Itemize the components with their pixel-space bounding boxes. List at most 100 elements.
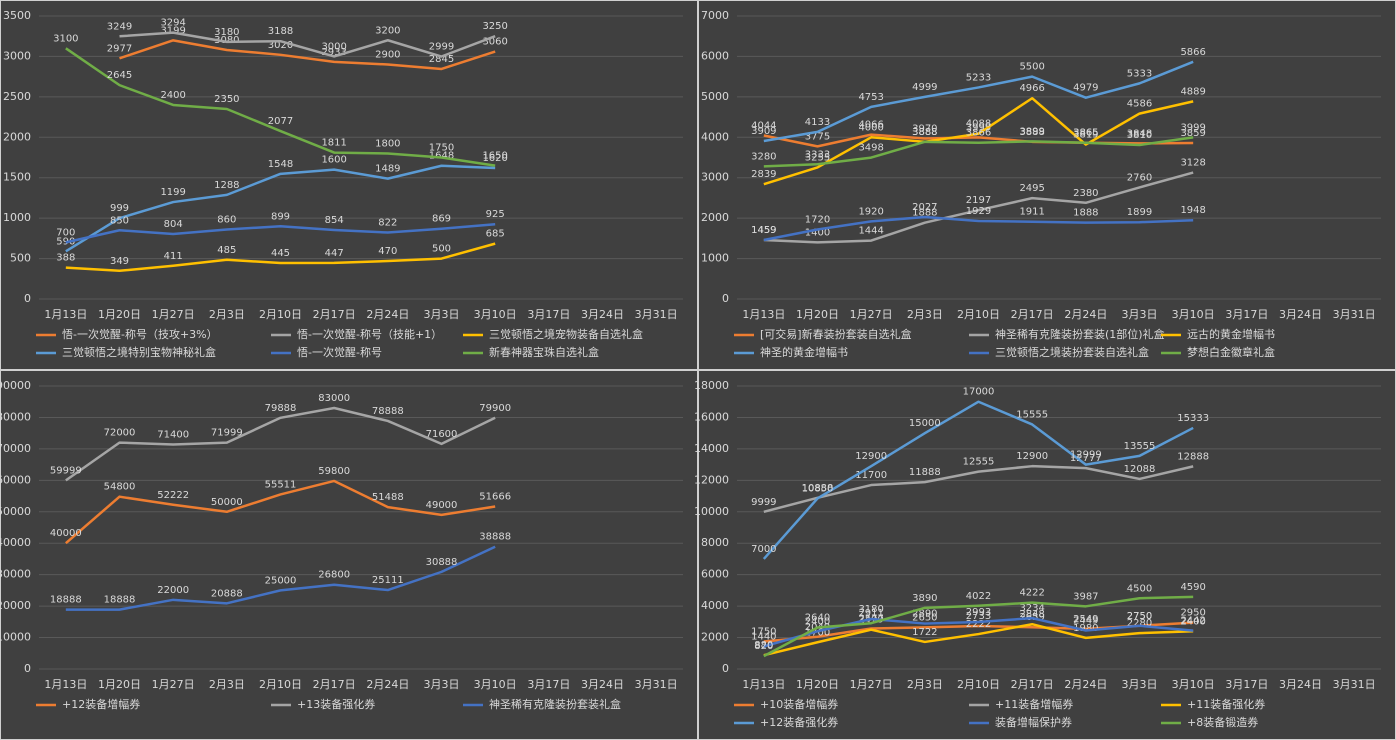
data-label: 79900 (479, 403, 511, 414)
data-label: 5233 (966, 72, 991, 83)
legend-label: 三觉顿悟之境特别宝物神秘礼盒 (62, 345, 216, 359)
data-label: 12088 (1124, 464, 1156, 475)
series-line (119, 31, 496, 58)
y-tick-label: 0 (722, 662, 729, 675)
legend-label: 三觉顿悟之境装扮套装自选礼盒 (995, 345, 1149, 359)
x-tick-label: 2月24日 (366, 678, 409, 691)
data-label: 25000 (265, 575, 297, 586)
data-label: 3899 (1019, 126, 1044, 137)
data-label: 83000 (318, 393, 350, 404)
y-tick-label: 18000 (694, 379, 729, 392)
y-tick-label: 14000 (694, 442, 729, 455)
data-label: 3080 (214, 35, 239, 46)
data-label: 12777 (1070, 453, 1102, 464)
data-label: 3999 (966, 122, 991, 133)
x-tick-label: 1月20日 (98, 308, 141, 321)
data-label: 2750 (1127, 611, 1152, 622)
y-tick-label: 4000 (701, 130, 729, 143)
x-tick-label: 3月3日 (1122, 678, 1158, 691)
x-tick-label: 3月10日 (1172, 308, 1215, 321)
y-tick-label: 16000 (694, 410, 729, 423)
data-label: 1489 (375, 164, 400, 175)
data-label: 2027 (912, 202, 937, 213)
data-label: 3987 (1073, 591, 1098, 602)
data-label: 3848 (1127, 128, 1152, 139)
data-label: 2993 (966, 607, 991, 618)
data-label: 1911 (1019, 207, 1044, 218)
y-tick-label: 3000 (3, 49, 31, 62)
series-line (763, 171, 1194, 244)
x-tick-label: 1月13日 (742, 678, 785, 691)
data-label: 1888 (912, 208, 937, 219)
data-label: 1459 (751, 225, 776, 236)
data-label: 71600 (426, 429, 458, 440)
data-label: 51666 (479, 492, 511, 503)
data-label: 4022 (966, 591, 991, 602)
data-label: 59800 (318, 466, 350, 477)
legend-label: 梦想白金徽章礼盒 (1187, 345, 1275, 359)
data-label: 3775 (805, 131, 830, 142)
data-label: 2733 (966, 611, 991, 622)
y-tick-label: 3000 (701, 171, 729, 184)
data-label: 4889 (1180, 86, 1205, 97)
x-tick-label: 2月17日 (313, 308, 356, 321)
legend-label: 新春神器宝珠自选礼盒 (489, 345, 599, 359)
x-tick-label: 1月13日 (44, 308, 87, 321)
series-line (65, 164, 496, 253)
data-label: 11700 (855, 470, 887, 481)
data-label: 4044 (751, 121, 776, 132)
data-label: 925 (486, 209, 505, 220)
data-label: 3888 (912, 127, 937, 138)
x-tick-label: 3月17日 (1225, 308, 1268, 321)
data-label: 3888 (912, 127, 937, 138)
series-line (763, 595, 1194, 658)
legend-label: 悟-一次觉醒-称号（技攻+3%） (62, 327, 218, 341)
data-label: 3199 (160, 25, 185, 36)
data-label: 2400 (160, 90, 185, 101)
data-label: 3234 (1019, 603, 1044, 614)
data-label: 3180 (214, 27, 239, 38)
data-label: 2845 (429, 54, 454, 65)
data-label: 5866 (1180, 47, 1205, 58)
data-label: 3180 (858, 604, 883, 615)
data-label: 2222 (966, 619, 991, 630)
y-tick-label: 20000 (0, 599, 31, 612)
data-label: 3890 (912, 593, 937, 604)
x-tick-label: 2月24日 (366, 308, 409, 321)
data-label: 10888 (802, 483, 834, 494)
data-label: 30888 (426, 557, 458, 568)
y-tick-label: 40000 (0, 536, 31, 549)
panel (1, 371, 697, 739)
x-tick-label: 3月17日 (1225, 678, 1268, 691)
data-label: 2549 (1073, 614, 1098, 625)
series-line (763, 215, 1194, 242)
x-tick-label: 3月31日 (635, 678, 678, 691)
series-line (119, 39, 496, 71)
legend-label: +10装备增幅券 (760, 697, 838, 711)
data-label: 2197 (966, 195, 991, 206)
data-label: 1980 (1073, 623, 1098, 634)
x-tick-label: 1月27日 (152, 308, 195, 321)
data-label: 1929 (966, 206, 991, 217)
data-label: 71400 (157, 429, 189, 440)
data-label: 2977 (107, 43, 132, 54)
x-tick-label: 2月17日 (1011, 678, 1054, 691)
data-label: 1620 (482, 153, 507, 164)
data-label: 2400 (1180, 616, 1205, 627)
y-tick-label: 80000 (0, 410, 31, 423)
data-label: 12900 (1016, 451, 1048, 462)
data-label: 40000 (50, 528, 82, 539)
x-tick-label: 3月24日 (1279, 308, 1322, 321)
data-label: 12888 (1177, 451, 1209, 462)
data-label: 4966 (1019, 83, 1044, 94)
x-tick-label: 3月31日 (635, 308, 678, 321)
data-label: 3200 (375, 25, 400, 36)
data-label: 4999 (912, 82, 937, 93)
data-label: 3888 (1019, 127, 1044, 138)
data-label: 12900 (855, 451, 887, 462)
data-label: 850 (110, 215, 129, 226)
x-tick-label: 1月27日 (850, 678, 893, 691)
data-label: 2900 (375, 50, 400, 61)
y-tick-label: 0 (24, 292, 31, 305)
